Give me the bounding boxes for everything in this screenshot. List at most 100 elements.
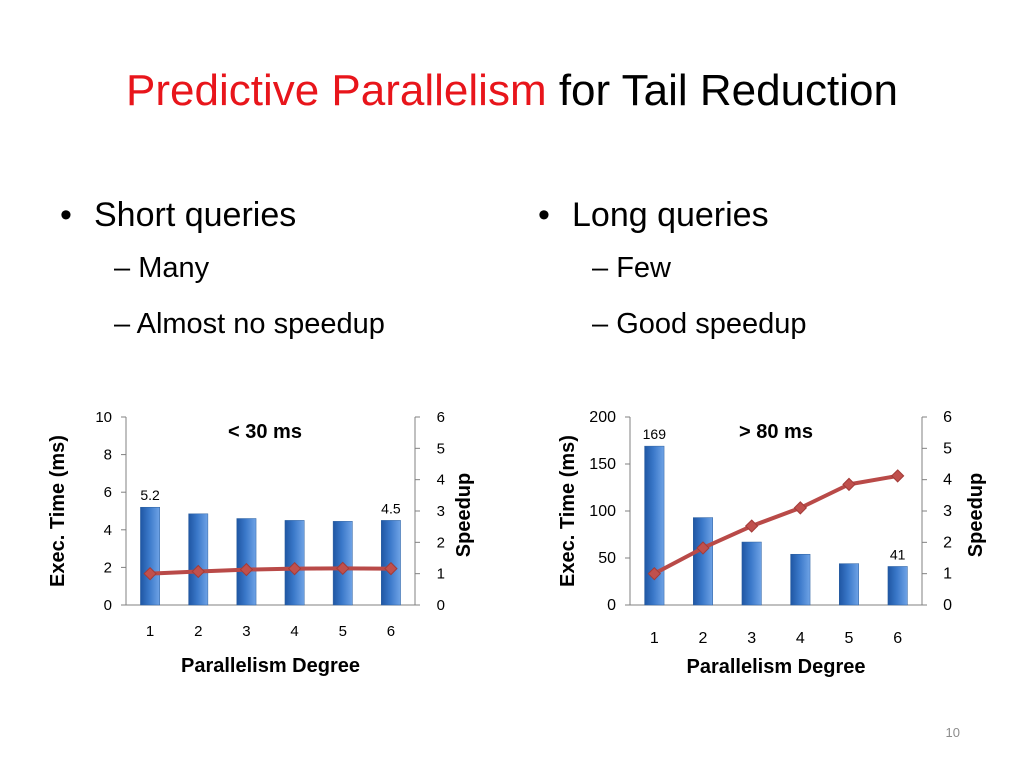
sub-bullet-few: – Few	[538, 252, 806, 308]
y-tick-label: 200	[589, 409, 616, 426]
y2-tick-label: 1	[943, 566, 952, 583]
speedup-line	[149, 566, 391, 576]
y2-tick-label: 6	[437, 409, 445, 426]
bullet-dot: •	[60, 196, 72, 234]
chart-long-queries: 0 50 100 150 200 0 1 2 3 4 5 6 1 2 3 4 5 6 169 41 > 80 ms Par…	[544, 400, 1014, 695]
bar	[140, 506, 160, 606]
y2-tick-label: 3	[437, 503, 445, 520]
y-tick-label: 100	[589, 503, 616, 520]
dash: –	[592, 252, 609, 284]
speedup-marker	[336, 561, 350, 576]
y2-tick-label: 3	[943, 503, 952, 520]
x-tick-label: 2	[194, 623, 202, 640]
speedup-marker	[890, 469, 905, 483]
sub-bullet-text: Many	[138, 252, 210, 284]
speedup-marker	[793, 501, 808, 515]
bar	[790, 553, 811, 606]
slide-title: Predictive Parallelism for Tail Reductio…	[0, 66, 1024, 116]
bullet-short-queries: • Short queries	[60, 196, 385, 252]
sub-bullet-many: – Many	[60, 252, 385, 308]
x-tick-label: 5	[339, 623, 347, 640]
chart-annotation: < 30 ms	[228, 421, 302, 443]
sub-bullet-good-speedup: – Good speedup	[538, 308, 806, 364]
bullet-group-long: • Long queries – Few – Good speedup	[538, 196, 806, 364]
y2-tick-label: 6	[943, 409, 952, 426]
data-label: 4.5	[381, 500, 401, 516]
y2-tick-label: 0	[437, 597, 445, 614]
x-tick-label: 2	[699, 630, 708, 647]
x-tick-label: 4	[796, 630, 805, 647]
chart-svg: 0 50 100 150 200 0 1 2 3 4 5 6 1 2 3 4 5 6 169 41 > 80 ms Par…	[557, 409, 987, 678]
title-highlight: Predictive Parallelism	[126, 66, 547, 115]
speedup-marker	[287, 561, 302, 576]
bullet-dot: •	[538, 196, 550, 234]
bullet-group-short: • Short queries – Many – Almost no speedu…	[60, 196, 385, 364]
x-tick-label: 6	[893, 630, 902, 647]
x-tick-label: 1	[650, 630, 659, 647]
y-tick-label: 10	[95, 409, 112, 426]
bullet-heading: Short queries	[94, 196, 297, 234]
y2-axis-label: Speedup	[965, 473, 987, 557]
y2-tick-label: 5	[943, 440, 952, 457]
bar	[741, 541, 762, 606]
sub-bullet-text: Almost no speedup	[136, 308, 385, 340]
bar	[188, 513, 209, 606]
y-tick-label: 4	[104, 522, 112, 539]
x-axis-label: Parallelism Degree	[181, 655, 360, 677]
sub-bullet-almost-no-speedup: – Almost no speedup	[60, 308, 385, 364]
bar	[693, 517, 713, 606]
x-tick-label: 4	[290, 623, 298, 640]
y2-tick-label: 4	[943, 472, 952, 489]
x-tick-label: 1	[146, 623, 154, 640]
x-tick-label: 3	[242, 623, 250, 640]
bar	[236, 518, 257, 606]
y-tick-label: 0	[104, 597, 112, 614]
bar	[887, 566, 908, 606]
sub-bullet-text: Good speedup	[616, 308, 807, 340]
speedup-line	[653, 473, 899, 576]
y-tick-label: 8	[104, 447, 112, 464]
x-tick-label: 6	[387, 623, 395, 640]
bullet-heading: Long queries	[572, 196, 769, 234]
y-axis-label: Exec. Time (ms)	[47, 435, 69, 587]
y2-tick-label: 2	[437, 534, 445, 551]
y-tick-label: 150	[589, 456, 616, 473]
chart-short-queries: 0 2 4 6 8 10 0 1 2 3 4 5 6 1 2 3 4 5 6 5.2 4.5 < 30 ms Paralle…	[40, 400, 500, 695]
y2-tick-label: 1	[437, 566, 445, 583]
data-label: 169	[643, 426, 667, 442]
title-rest: for Tail Reduction	[558, 66, 898, 115]
x-tick-label: 5	[845, 630, 854, 647]
speedup-marker	[696, 541, 710, 555]
chart-svg: 0 2 4 6 8 10 0 1 2 3 4 5 6 1 2 3 4 5 6 5.2 4.5 < 30 ms Paralle…	[47, 409, 475, 677]
y2-tick-label: 2	[943, 534, 952, 551]
speedup-marker	[384, 561, 398, 576]
speedup-marker	[143, 566, 157, 581]
bar	[644, 445, 665, 606]
x-tick-label: 3	[747, 630, 756, 647]
y-tick-label: 0	[607, 597, 616, 614]
y-tick-label: 2	[104, 559, 112, 576]
y-tick-label: 50	[598, 550, 616, 567]
bullet-long-queries: • Long queries	[538, 196, 806, 252]
speedup-marker	[239, 562, 254, 577]
dash: –	[114, 308, 131, 340]
dash: –	[592, 308, 609, 340]
y2-tick-label: 5	[437, 440, 445, 457]
y2-tick-label: 4	[437, 472, 445, 489]
sub-bullet-text: Few	[616, 252, 671, 284]
y-axis-label: Exec. Time (ms)	[557, 435, 579, 587]
chart-annotation: > 80 ms	[739, 421, 813, 443]
bar	[839, 563, 859, 606]
dash: –	[114, 252, 131, 284]
speedup-marker	[191, 564, 205, 579]
slide-number: 10	[945, 725, 960, 740]
data-label: 41	[890, 546, 906, 562]
speedup-marker	[842, 477, 856, 492]
speedup-marker	[744, 519, 759, 533]
x-axis-label: Parallelism Degree	[687, 656, 866, 678]
y2-axis-label: Speedup	[453, 473, 475, 557]
y2-tick-label: 0	[943, 597, 952, 614]
data-label: 5.2	[140, 487, 160, 503]
speedup-marker	[647, 566, 662, 581]
y-tick-label: 6	[104, 484, 112, 501]
